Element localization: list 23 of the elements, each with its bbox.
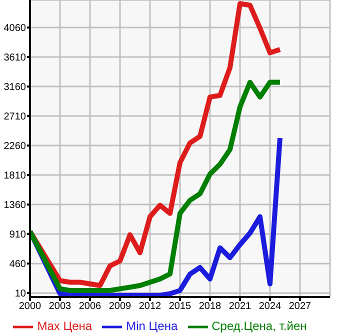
- y-tick-label: 460: [9, 259, 26, 270]
- x-tick-label: 2027: [288, 301, 312, 312]
- y-tick-label: 2260: [4, 141, 26, 152]
- y-tick-label: 2710: [4, 112, 26, 123]
- y-tick-label: 1360: [4, 200, 26, 212]
- y-tick-label: 10: [14, 288, 26, 300]
- legend-label: Сред.Цена, т.йен: [212, 319, 307, 334]
- y-tick-label: 910: [9, 230, 26, 241]
- x-tick-label: 2015: [168, 301, 192, 312]
- y-tick-label: 3610: [4, 52, 26, 64]
- x-tick-label: 2003: [48, 301, 72, 312]
- y-tick-label: 1810: [4, 170, 26, 182]
- legend-label: Min Цена: [126, 319, 178, 334]
- x-tick-label: 2009: [108, 301, 132, 312]
- x-tick-label: 2000: [18, 301, 42, 312]
- x-tick-label: 2018: [198, 301, 222, 312]
- y-tick-label: 3160: [4, 82, 26, 94]
- legend-label: Max Цена: [37, 319, 92, 334]
- x-tick-label: 2024: [258, 301, 282, 312]
- x-tick-label: 2006: [78, 301, 102, 312]
- x-tick-label: 2012: [138, 301, 162, 312]
- y-tick-label: 4060: [4, 23, 26, 34]
- x-tick-label: 2021: [228, 301, 252, 312]
